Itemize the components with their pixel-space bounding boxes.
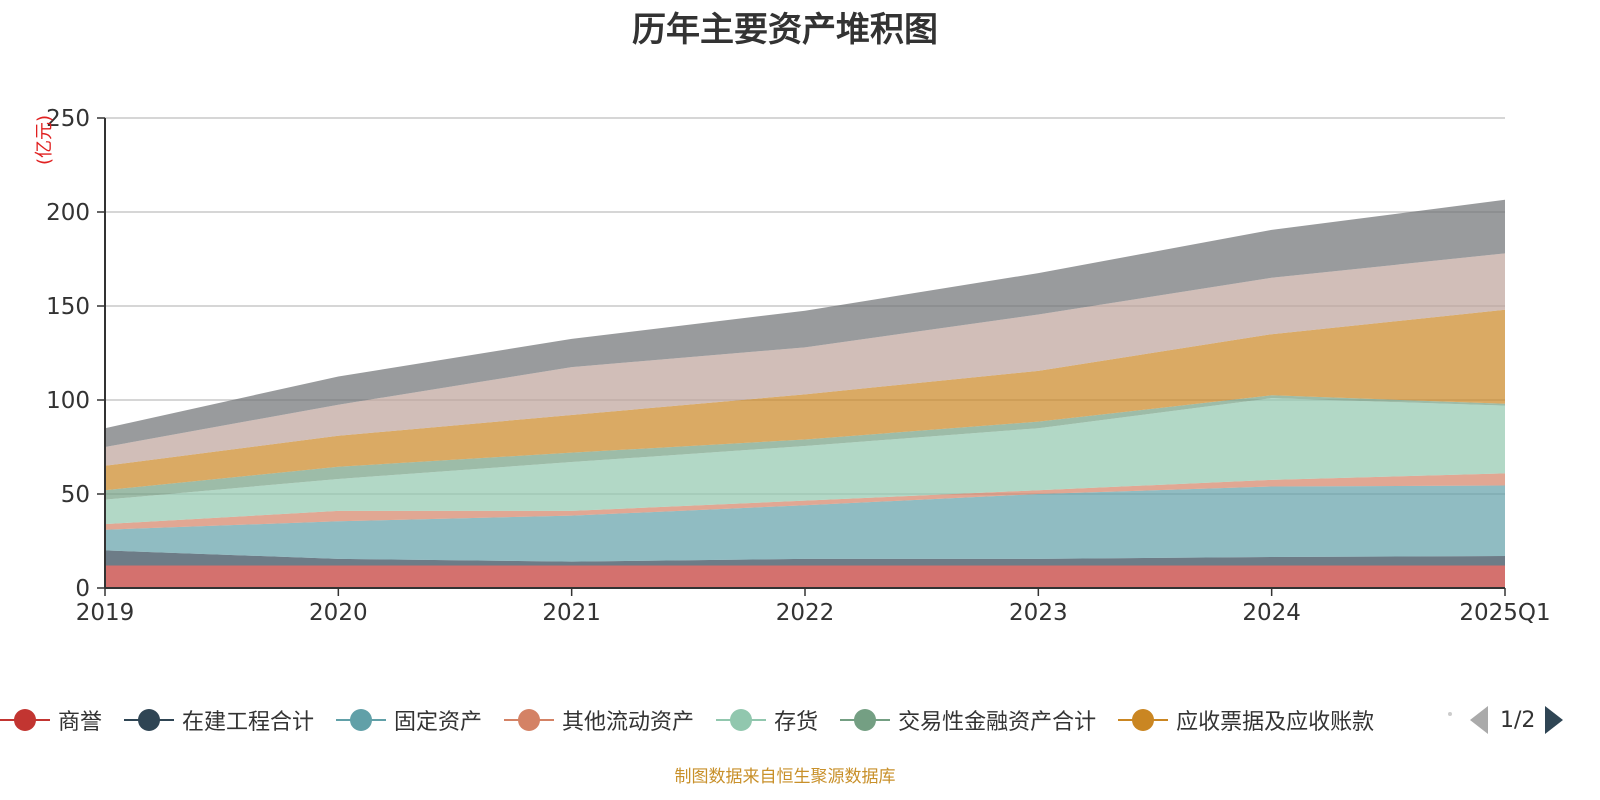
legend-page-indicator: 1/2 [1500,707,1536,733]
chart-title: 历年主要资产堆积图 [632,10,938,50]
legend-label: 交易性金融资产合计 [898,710,1097,735]
chart-area: 0 50 100 150 200 250 2019 2020 2021 2022 2023 2024 2… [34,106,1551,626]
legend-item[interactable]: 在建工程合计 [124,704,314,736]
y-tick-label: 150 [46,294,90,320]
legend-prev-page-icon[interactable] [1470,706,1488,734]
y-tick-label: 0 [75,576,90,602]
x-tick-label: 2020 [309,600,368,626]
legend-label: 存货 [774,710,819,735]
legend: 商誉 在建工程合计 固定资产 其他流动资产 存货 交易性金融资产合计 应收票据及应收账款 [0,700,1396,740]
legend-item[interactable]: 存货 [716,704,818,736]
legend-item[interactable]: 其他流动资产 [504,704,694,736]
legend-marker-icon [1118,708,1169,732]
x-tick-label: 2022 [776,600,835,626]
legend-next-page-icon[interactable] [1545,706,1564,734]
legend-item[interactable]: 应收票据及应收账款 [1118,704,1374,736]
x-tick-label: 2025Q1 [1459,600,1550,626]
legend-label: 固定资产 [394,710,483,735]
y-tick-label: 50 [61,482,90,508]
area-series-6[interactable] [105,309,1505,491]
x-tick-label: 2021 [542,600,601,626]
y-tick-label: 250 [46,106,90,132]
axes: 0 50 100 150 200 250 2019 2020 2021 2022 2023 2024 2… [46,106,1551,626]
area-series-3[interactable] [105,473,1505,530]
legend-marker-icon [504,708,555,732]
legend-label: 应收票据及应收账款 [1176,710,1375,735]
y-tick-label: 100 [46,388,90,414]
x-tick-label: 2024 [1242,600,1301,626]
legend-item[interactable]: 商誉 [0,704,102,736]
area-series-1[interactable] [105,550,1505,566]
legend-overflow-dot [1448,712,1452,716]
legend-pager: 1/2 [1470,700,1564,740]
stacked-areas [105,199,1505,588]
legend-marker-icon [840,708,891,732]
x-tick-label: 2023 [1009,600,1068,626]
legend-label: 其他流动资产 [562,710,695,735]
y-tick-label: 200 [46,200,90,226]
area-series-2[interactable] [105,485,1505,562]
area-series-4[interactable] [105,398,1505,525]
legend-label: 在建工程合计 [182,710,315,735]
legend-marker-icon [124,708,175,732]
legend-marker-icon [336,708,387,732]
x-tick-label: 2019 [76,600,135,626]
legend-marker-icon [0,708,50,732]
legend-label: 商誉 [58,710,103,735]
y-unit-label: (亿元) [34,115,55,165]
area-series-7[interactable] [105,253,1505,466]
area-series-0[interactable] [105,565,1505,588]
legend-item[interactable]: 交易性金融资产合计 [840,704,1096,736]
source-note: 制图数据来自恒生聚源数据库 [674,767,896,787]
area-series-8[interactable] [105,199,1505,447]
legend-marker-icon [716,708,767,732]
legend-item[interactable]: 固定资产 [336,704,482,736]
